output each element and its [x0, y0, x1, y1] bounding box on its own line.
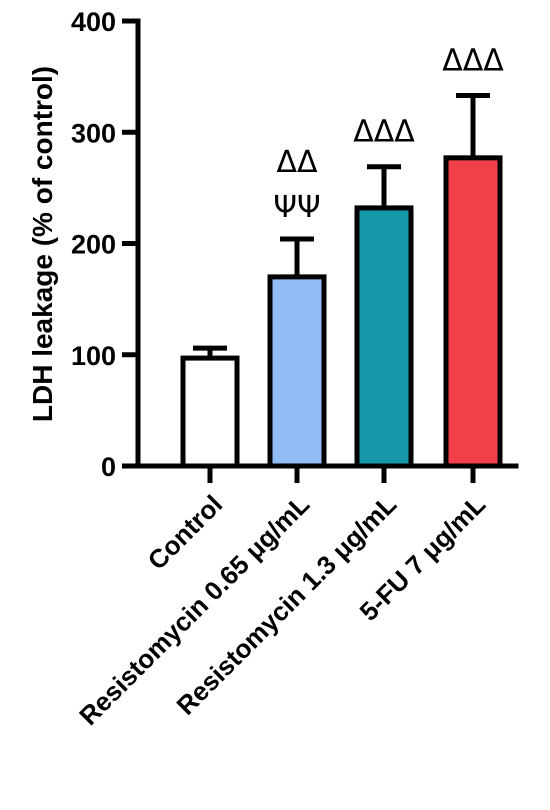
y-axis-title: LDH leakage (% of control): [27, 66, 58, 422]
y-tick-label: 300: [71, 118, 116, 148]
x-category-label: Control: [142, 489, 229, 576]
significance-label: ΨΨ: [273, 190, 320, 225]
y-tick-label: 200: [71, 230, 116, 260]
significance-label: ΔΔΔ: [353, 115, 415, 150]
significance-label: ΔΔ: [276, 145, 318, 180]
y-tick-label: 400: [71, 7, 116, 37]
y-tick-label: 0: [101, 452, 116, 482]
bar: [443, 155, 503, 469]
bar: [267, 274, 327, 469]
y-axis: 0 100 200 300 400: [71, 7, 141, 482]
bar: [354, 205, 414, 469]
y-tick-label: 100: [71, 341, 116, 371]
significance-label: ΔΔΔ: [442, 44, 504, 79]
bar: [180, 355, 240, 469]
